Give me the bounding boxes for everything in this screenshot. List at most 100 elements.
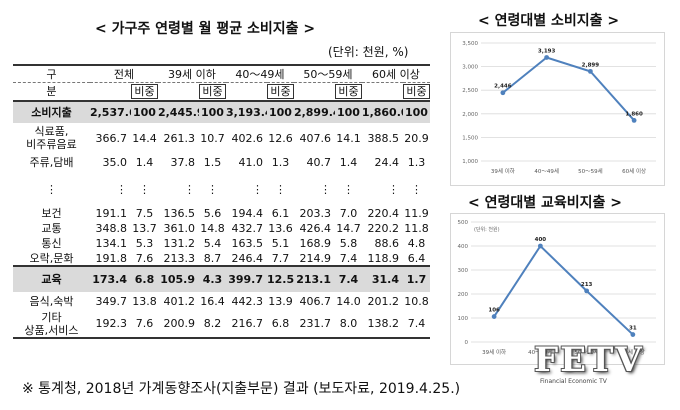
- data-label: 3,193: [538, 48, 556, 54]
- blank-cell: [157, 82, 199, 102]
- data-label: 213: [581, 282, 593, 288]
- y-tick-label: 500: [458, 220, 469, 226]
- share-cell: 100: [199, 101, 226, 123]
- share-cell: 12.6: [268, 131, 293, 145]
- header-row-groups: 구 전체 39세 이하 40～49세 50～59세 60세 이상: [13, 64, 430, 83]
- share-header: 비중: [131, 82, 158, 102]
- share-cell: 11.8: [404, 222, 429, 235]
- share-cell: 1.7: [402, 265, 430, 292]
- data-label: 2,446: [494, 84, 512, 90]
- data-label: 2,899: [582, 62, 600, 68]
- value-cell: 138.2: [361, 310, 403, 339]
- value-cell: 216.7: [225, 310, 267, 339]
- value-cell: 2,537.6: [89, 101, 132, 123]
- share-cell: 6.1: [271, 207, 290, 220]
- value-cell: 261.3: [163, 131, 196, 145]
- share-cell: 7.4: [334, 265, 362, 292]
- row-label-line: 비주류음료: [26, 138, 77, 151]
- series-line: [493, 244, 634, 336]
- value-cell: 35.0: [102, 156, 128, 169]
- education-chart: 0 100 200 300 400 500 39세 이하 40～49세 50～59세 60세 이상…: [450, 213, 665, 365]
- value-cell: 213.3: [163, 251, 196, 265]
- value-cell: 246.4: [231, 251, 264, 265]
- value-cell: ⋮: [387, 182, 399, 196]
- share-cell: ⋮: [274, 182, 286, 196]
- table-row: 식료품, 비주류음료 366.7 14.4 261.3 10.7 402.6 12.6 407.…: [13, 123, 430, 153]
- value-cell: 361.0: [163, 222, 196, 235]
- value-cell: 24.4: [374, 156, 399, 169]
- row-label-line: 교육: [41, 273, 62, 286]
- value-cell: 432.7: [231, 222, 264, 235]
- y-tick-label: 3,500: [462, 41, 478, 47]
- source-note: ※ 통계청, 2018년 가계동향조사(지출부문) 결과 (보도자료, 2019…: [22, 381, 461, 397]
- value-cell: 131.2: [163, 237, 196, 250]
- table-row: 통신 134.1 5.3 131.2 5.4 163.5 5.1 168.9 5.8 88.6 4.…: [13, 236, 430, 251]
- x-tick-label: 60세 이상: [622, 167, 646, 175]
- share-cell: 7.4: [339, 251, 358, 265]
- share-cell: 4.8: [407, 237, 426, 250]
- value-cell: 1,860.0: [361, 101, 403, 123]
- share-cell: 13.9: [268, 294, 293, 308]
- value-cell: 136.5: [163, 207, 196, 220]
- x-tick-label: 60세 이상: [621, 348, 645, 356]
- value-cell: 3,193.4: [225, 101, 267, 123]
- value-cell: 105.9: [157, 265, 199, 292]
- share-cell: 14.7: [336, 222, 361, 235]
- value-cell: 220.2: [367, 222, 399, 235]
- row-label: 소비지출: [13, 101, 90, 123]
- table-row: 기타 상품,서비스 192.3 7.6 200.9 8.2 216.7 6.8 231.7 8.0…: [13, 310, 430, 339]
- spending-chart: 1,000 1,500 2,000 2,500 3,000 3,500 39세 이하 40～4…: [450, 32, 665, 186]
- share-cell: ⋮: [342, 182, 354, 196]
- share-header-box: 비중: [335, 84, 362, 99]
- value-cell: 366.7: [95, 131, 128, 145]
- value-cell: 388.5: [367, 131, 399, 145]
- share-cell: 8.0: [334, 310, 362, 339]
- row-label-line: 주류,담배: [29, 156, 74, 169]
- value-cell: 37.8: [170, 156, 196, 169]
- value-cell: 2,899.4: [293, 101, 335, 123]
- share-cell: 13.7: [132, 222, 157, 235]
- value-cell: 194.4: [231, 207, 264, 220]
- share-cell: 10.7: [200, 131, 225, 145]
- share-cell: 1.5: [203, 156, 222, 169]
- corner-cell-bottom: 분: [13, 82, 90, 102]
- data-point: [537, 243, 543, 249]
- row-label: 보건: [13, 206, 90, 221]
- row-label: 식료품, 비주류음료: [13, 123, 90, 153]
- share-cell: 100: [402, 101, 430, 123]
- group-header: 39세 이하: [157, 64, 226, 83]
- row-label-line: 교통: [41, 222, 62, 235]
- share-cell: 13.8: [132, 294, 157, 308]
- value-cell: 200.9: [157, 310, 199, 339]
- share-cell: 5.1: [271, 237, 290, 250]
- y-tick-label: 2,000: [462, 112, 478, 118]
- share-cell: 6.8: [267, 310, 294, 339]
- row-label-line: ⋮: [45, 182, 57, 196]
- blank-cell: [361, 82, 403, 102]
- share-header-box: 비중: [267, 84, 294, 99]
- value-cell: 402.6: [231, 131, 264, 145]
- share-cell: 1.4: [339, 156, 358, 169]
- table-row: 교육 173.4 6.8 105.9 4.3 399.7 12.5 213.1 7.4 31.4 1…: [13, 265, 430, 292]
- data-label: 400: [535, 237, 547, 243]
- data-point: [544, 55, 550, 60]
- y-tick-label: 100: [458, 316, 469, 322]
- value-cell: 213.1: [293, 265, 335, 292]
- value-cell: 191.8: [95, 251, 128, 265]
- row-label-line: 상품,서비스: [24, 323, 79, 337]
- share-header: 비중: [199, 82, 226, 102]
- group-header: 전체: [89, 64, 158, 83]
- share-header-box: 비중: [403, 84, 430, 99]
- value-cell: 41.0: [238, 156, 264, 169]
- value-cell: 442.3: [231, 294, 264, 308]
- data-label: 31: [629, 326, 637, 332]
- chart2-title: < 연령대별 교육비지출 >: [468, 195, 623, 211]
- value-cell: 163.5: [231, 237, 264, 250]
- data-point: [584, 288, 590, 294]
- share-cell: 12.5: [267, 265, 294, 292]
- value-cell: 399.7: [225, 265, 267, 292]
- data-label: 106: [488, 308, 500, 314]
- share-cell: 14.4: [132, 131, 157, 145]
- share-cell: 4.3: [199, 265, 226, 292]
- value-cell: 220.4: [367, 207, 399, 220]
